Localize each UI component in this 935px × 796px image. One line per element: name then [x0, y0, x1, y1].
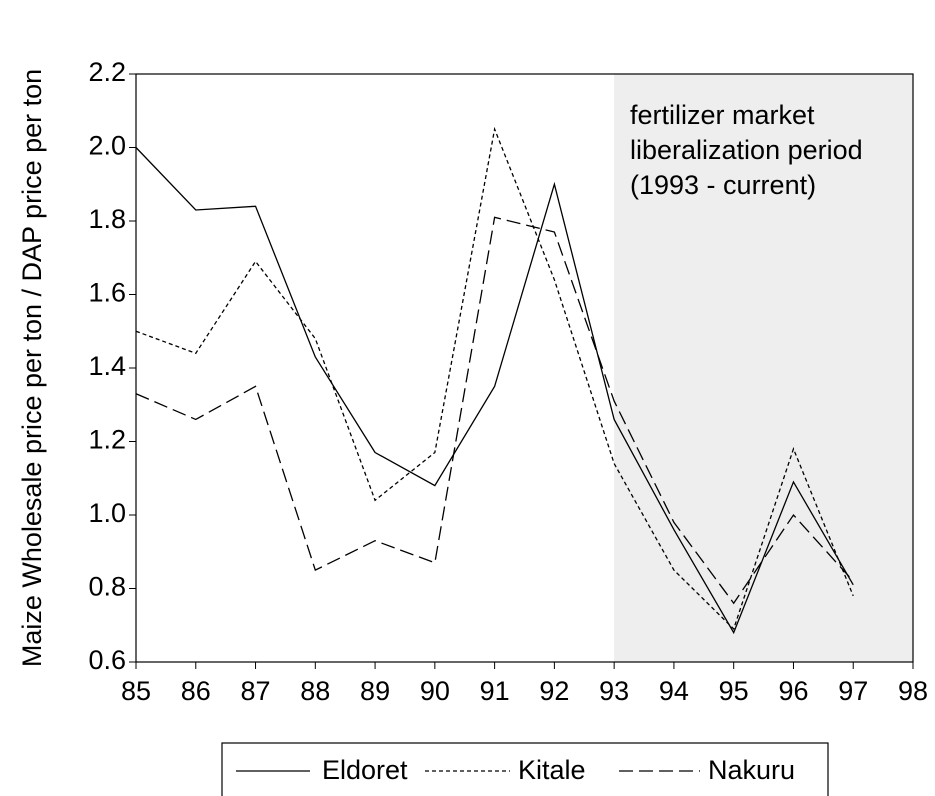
y-tick-label: 1.0 [88, 498, 126, 528]
x-tick-label: 89 [360, 676, 390, 706]
x-tick-label: 86 [181, 676, 211, 706]
y-tick-label: 1.6 [88, 278, 126, 308]
x-tick-label: 92 [539, 676, 569, 706]
y-tick-label: 2.0 [88, 131, 126, 161]
x-tick-label: 97 [838, 676, 868, 706]
legend-label: Kitale [518, 755, 586, 785]
y-tick-label: 1.2 [88, 425, 126, 455]
annotation: liberalization period [630, 135, 863, 165]
y-tick-label: 0.8 [88, 572, 126, 602]
x-tick-label: 85 [121, 676, 151, 706]
y-axis-label: Maize Wholesale price per ton / DAP pric… [17, 69, 47, 667]
legend-box [221, 742, 829, 796]
annotation: (1993 - current) [630, 170, 816, 200]
series-line [135, 147, 854, 635]
y-tick-label: 1.8 [88, 204, 126, 234]
x-tick-label: 95 [719, 676, 749, 706]
x-tick-label: 87 [241, 676, 271, 706]
x-tick-label: 93 [599, 676, 629, 706]
x-tick-label: 96 [778, 676, 808, 706]
legend-label: Nakuru [708, 755, 795, 785]
series-line [135, 216, 854, 605]
x-tick-label: 88 [300, 676, 330, 706]
y-tick-label: 2.2 [88, 57, 126, 87]
y-tick-label: 0.6 [88, 645, 126, 675]
shaded-period [614, 74, 913, 662]
y-tick-label: 1.4 [88, 351, 126, 381]
x-tick-label: 90 [420, 676, 450, 706]
x-tick-label: 94 [659, 676, 689, 706]
legend-label: Eldoret [322, 755, 408, 785]
annotation: fertilizer market [630, 100, 815, 130]
series-line [135, 126, 854, 631]
x-tick-label: 98 [898, 676, 928, 706]
x-tick-label: 91 [480, 676, 510, 706]
